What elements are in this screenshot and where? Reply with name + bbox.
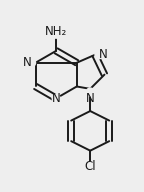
Circle shape [52, 94, 60, 102]
Text: N: N [86, 92, 95, 105]
Circle shape [50, 26, 62, 38]
Circle shape [95, 51, 103, 59]
Text: Cl: Cl [84, 160, 96, 173]
Text: N: N [52, 92, 60, 105]
Circle shape [28, 59, 36, 67]
Text: NH₂: NH₂ [45, 25, 67, 38]
Text: N: N [23, 56, 32, 69]
Text: N: N [99, 48, 108, 61]
Circle shape [86, 162, 95, 171]
Circle shape [86, 88, 94, 96]
